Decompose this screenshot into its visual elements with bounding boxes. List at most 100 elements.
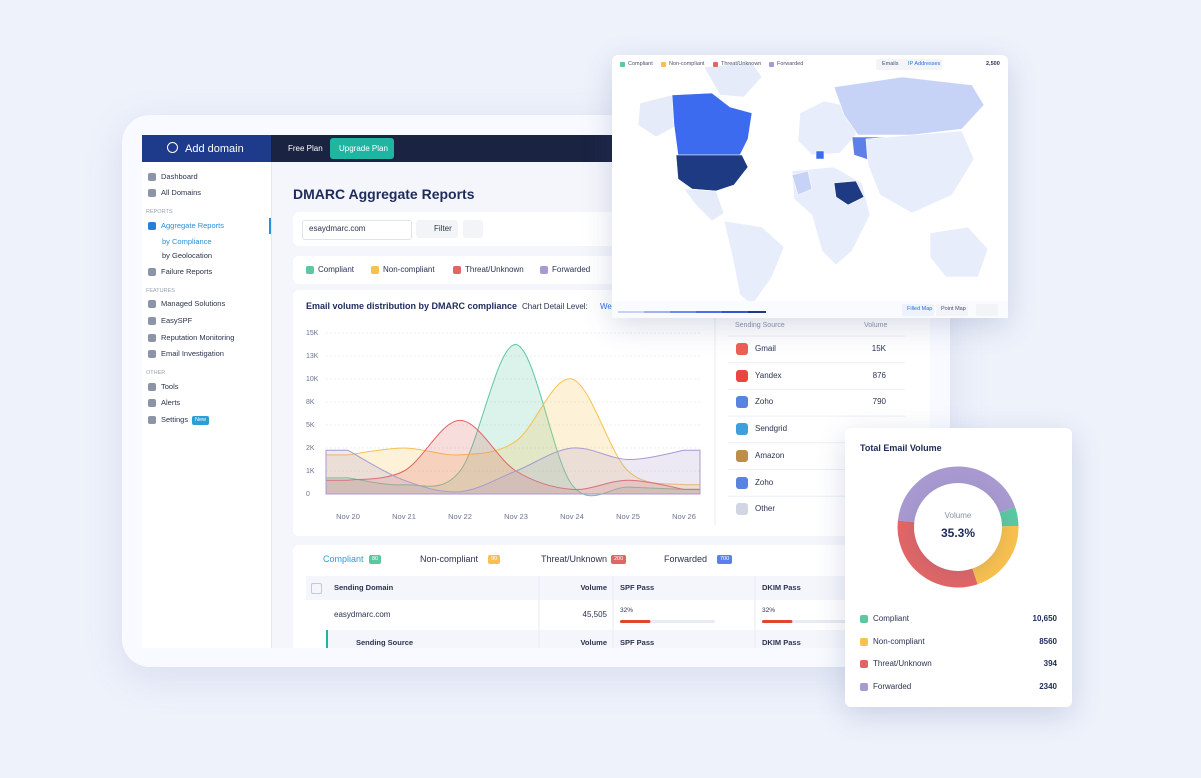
sub-header: SPF Pass bbox=[620, 638, 655, 647]
add-domain-block[interactable] bbox=[142, 135, 271, 162]
menu-icon bbox=[148, 317, 156, 325]
donut-legend-value: 2340 bbox=[1039, 682, 1057, 692]
source-name: Yandex bbox=[755, 370, 782, 380]
volume-cell: 45,505 bbox=[582, 610, 607, 619]
x-tick-label: Nov 24 bbox=[560, 512, 584, 521]
donut-segment bbox=[897, 466, 1016, 523]
add-domain-label[interactable]: Add domain bbox=[185, 143, 244, 155]
tab-label[interactable]: Threat/Unknown bbox=[541, 554, 608, 564]
area bbox=[325, 343, 701, 497]
legend-swatch bbox=[306, 266, 314, 274]
menu-item[interactable]: Tools bbox=[161, 382, 179, 391]
upgrade-button[interactable] bbox=[330, 138, 394, 159]
map-tab[interactable]: IP Addresses bbox=[908, 61, 941, 67]
y-tick-label: 10K bbox=[306, 376, 319, 383]
detail-value: Wee bbox=[600, 302, 617, 311]
legend-label: Threat/Unknown bbox=[465, 265, 524, 274]
map-legend-label: Threat/Unknown bbox=[721, 61, 762, 67]
sidebar-section: FEATURES bbox=[146, 288, 175, 294]
table-header-band bbox=[306, 576, 930, 600]
map-count: 2,500 bbox=[986, 61, 1000, 67]
donut-title: Total Email Volume bbox=[860, 443, 942, 453]
filter-button[interactable] bbox=[416, 220, 458, 238]
scale-bar bbox=[670, 311, 696, 313]
sidebar-section: REPORTS bbox=[146, 209, 173, 215]
source-volume: 15K bbox=[871, 344, 886, 353]
x-tick-label: Nov 20 bbox=[336, 512, 360, 521]
donut-legend-swatch bbox=[860, 637, 868, 646]
sub-header: DKIM Pass bbox=[762, 638, 801, 647]
donut-segment bbox=[897, 520, 978, 588]
x-tick-label: Nov 25 bbox=[616, 512, 640, 521]
x-tick-label: Nov 26 bbox=[672, 512, 696, 521]
progress-bar bbox=[762, 620, 793, 623]
point-map-button[interactable] bbox=[936, 304, 968, 316]
map-view[interactable]: Filled Map bbox=[907, 306, 933, 312]
y-tick-label: 5K bbox=[306, 422, 315, 429]
menu-item[interactable]: by Compliance bbox=[162, 237, 212, 246]
menu-item[interactable]: Settings bbox=[161, 415, 189, 424]
menu-item[interactable]: Aggregate Reports bbox=[161, 221, 224, 230]
donut-legend-swatch bbox=[860, 683, 868, 692]
menu-item[interactable]: Reputation Monitoring bbox=[161, 333, 235, 342]
scale-bar bbox=[696, 311, 722, 313]
source-icon bbox=[736, 476, 748, 489]
menu-item[interactable]: EasySPF bbox=[161, 316, 193, 325]
tab-label[interactable]: Forwarded bbox=[664, 554, 708, 564]
menu-item[interactable]: Alerts bbox=[161, 398, 181, 407]
free-plan[interactable]: Free Plan bbox=[288, 144, 323, 153]
menu-icon bbox=[148, 173, 156, 181]
map-legend-label: Non-compliant bbox=[669, 61, 705, 67]
menu-item[interactable]: by Geolocation bbox=[162, 251, 213, 260]
source-name: Amazon bbox=[755, 450, 785, 460]
eye-button[interactable] bbox=[463, 220, 483, 238]
y-tick-label: 2K bbox=[306, 445, 315, 452]
source-volume: 790 bbox=[872, 397, 886, 407]
menu-icon bbox=[148, 300, 156, 308]
zoom-buttons[interactable] bbox=[976, 304, 998, 316]
map-legend-swatch bbox=[620, 62, 625, 67]
source-volume: 876 bbox=[872, 370, 886, 380]
menu-item[interactable]: Email Investigation bbox=[161, 349, 224, 358]
source-icon bbox=[736, 396, 748, 409]
menu-item[interactable]: Dashboard bbox=[161, 172, 198, 181]
menu-item[interactable]: All Domains bbox=[161, 188, 202, 197]
scale-bar bbox=[748, 311, 766, 313]
map-tabs[interactable] bbox=[876, 59, 942, 70]
map-tab[interactable]: Emails bbox=[882, 61, 899, 67]
x-tick-label: Nov 22 bbox=[448, 512, 472, 521]
saudi-arabia bbox=[833, 180, 865, 206]
source-icon bbox=[736, 369, 748, 382]
domain-cell: easydmarc.com bbox=[334, 610, 391, 619]
filled-map-button[interactable] bbox=[902, 304, 934, 316]
select-all[interactable] bbox=[311, 583, 322, 594]
area bbox=[325, 447, 701, 495]
table-header: SPF Pass bbox=[620, 583, 655, 592]
chart-card bbox=[293, 290, 930, 536]
menu-item[interactable]: Managed Solutions bbox=[161, 299, 226, 308]
domain-value: esaydmarc.com bbox=[309, 224, 366, 233]
legend-swatch bbox=[453, 266, 461, 274]
y-tick-label: 1K bbox=[306, 468, 315, 475]
menu-icon bbox=[148, 399, 156, 407]
tab-label[interactable]: Compliant bbox=[323, 554, 364, 564]
donut-legend-value: 394 bbox=[1043, 659, 1057, 669]
progress-bar bbox=[620, 620, 651, 623]
donut-center bbox=[914, 483, 1002, 571]
menu-item[interactable]: Failure Reports bbox=[161, 267, 213, 276]
source-name: Zoho bbox=[755, 397, 774, 407]
europe bbox=[797, 100, 857, 156]
map-view[interactable]: Point Map bbox=[941, 306, 966, 312]
y-tick-label: 13K bbox=[306, 353, 319, 360]
domain-select[interactable] bbox=[302, 220, 412, 240]
y-tick-label: 0 bbox=[306, 491, 310, 498]
upgrade-label[interactable]: Upgrade Plan bbox=[339, 144, 388, 153]
new-badge: New bbox=[192, 416, 210, 425]
map-legend-label: Forwarded bbox=[777, 61, 804, 67]
source-name: Gmail bbox=[755, 344, 776, 353]
legend-swatch bbox=[540, 266, 548, 274]
donut-segment bbox=[999, 507, 1019, 527]
tab-label[interactable]: Non-compliant bbox=[420, 554, 479, 564]
eu-country bbox=[815, 150, 825, 160]
